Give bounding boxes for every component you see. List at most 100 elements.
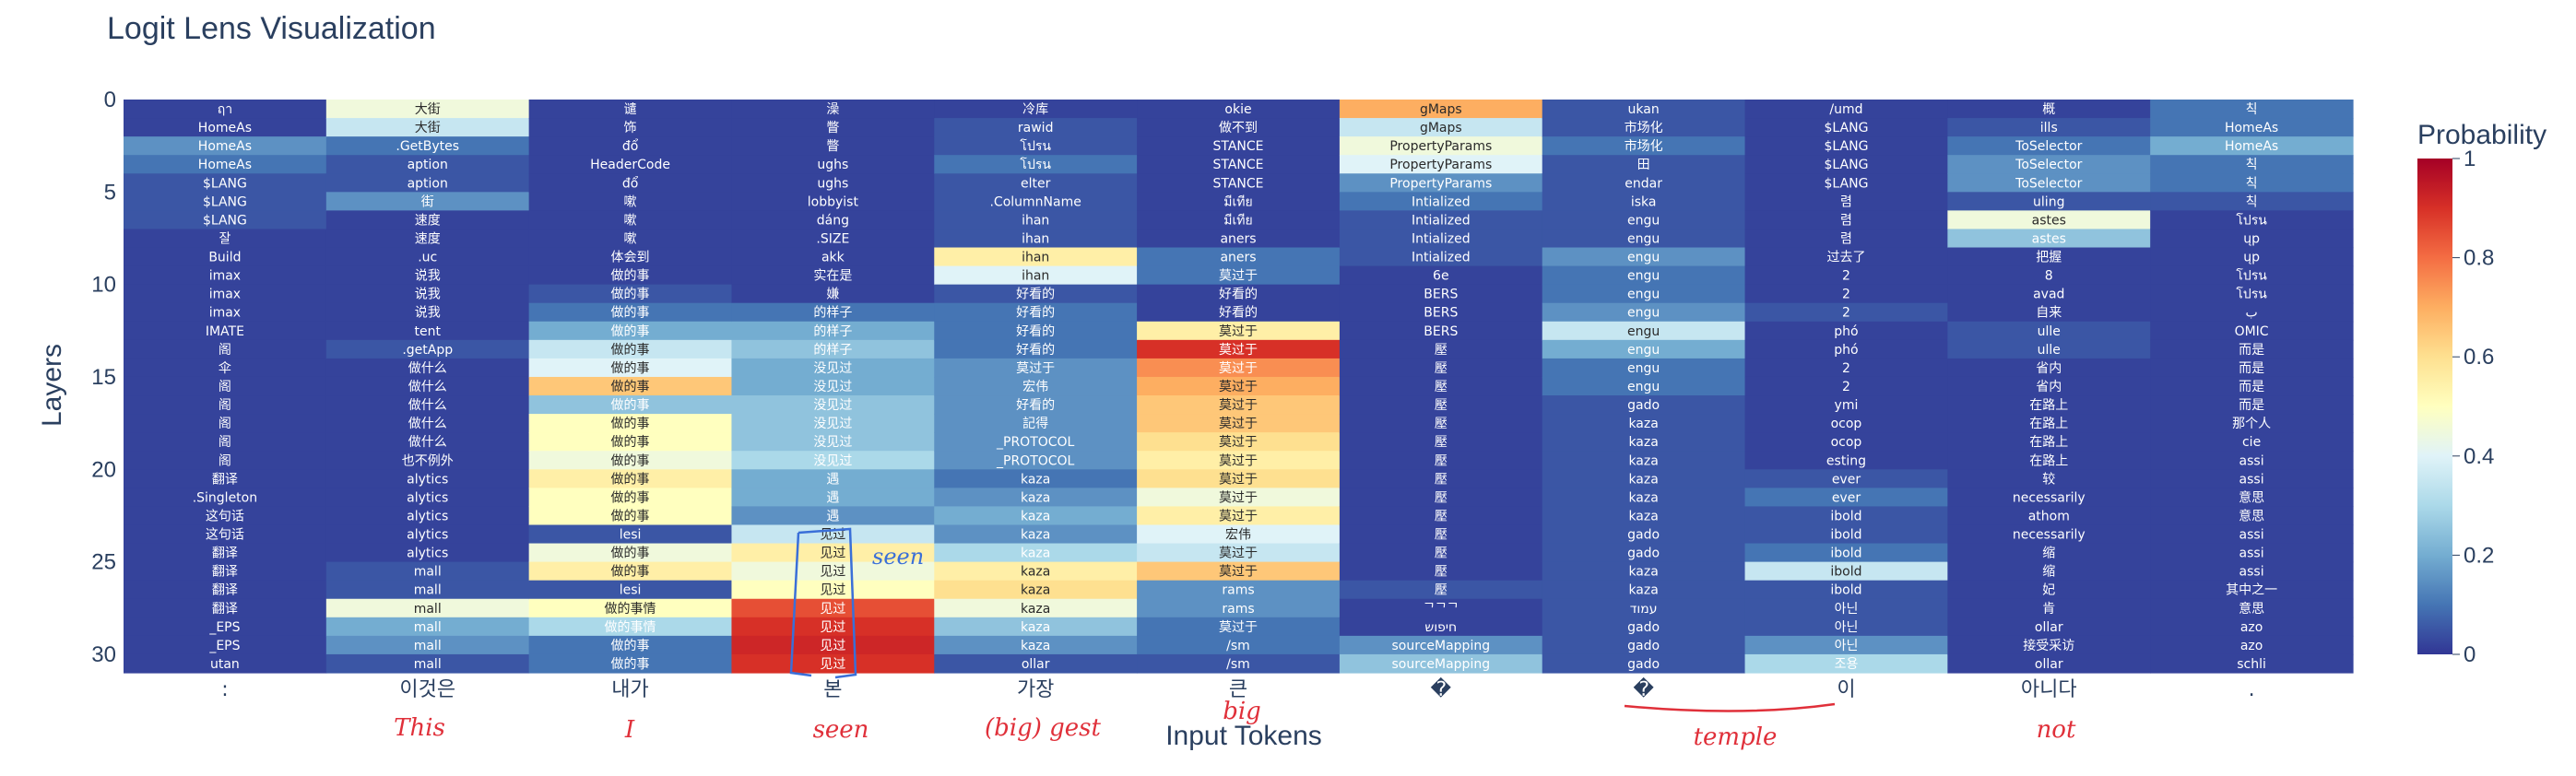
cell-token-label: 做什么 [408,435,447,450]
heatmap-cell [731,229,935,249]
seen-bracket [789,527,857,679]
heatmap-cell [1137,524,1341,545]
cell-token-label: /sm [1226,639,1250,653]
heatmap-cell [1137,210,1341,230]
heatmap-cell [124,653,327,674]
heatmap-cell [2150,284,2354,304]
colorbar-gradient [2417,159,2452,654]
heatmap-cell [2150,100,2354,119]
heatmap-cell [325,543,530,563]
cell-token-label: athom [2028,509,2070,523]
cell-token-label: .GetBytes [396,139,459,154]
heatmap-cell [528,414,733,433]
heatmap-cell [325,118,530,137]
cell-token-label: 2 [1842,269,1850,284]
cell-token-label: necessarily [2013,528,2086,543]
cell-token-label: 做的事 [611,380,650,394]
cell-token-label: ughs [817,158,848,172]
cell-token-label: OMIC [2235,324,2269,339]
heatmap-cell [731,488,935,508]
cell-token-label: 遇 [826,472,839,487]
x-tick-label: . [2249,678,2255,701]
cell-token-label: 莫过于 [1219,547,1258,561]
cell-token-label: 瞥 [826,139,839,154]
cell-token-label: 在路上 [2029,453,2068,468]
heatmap-cell [1339,395,1543,415]
x-tick-label: 가장 [1017,678,1054,701]
heatmap-cell [934,598,1138,618]
heatmap-cell [1744,136,1948,156]
heatmap-cell [2150,173,2354,193]
cell-token-label: 澡 [826,102,839,117]
cell-token-label: PropertyParams [1389,139,1492,154]
cell-token-label: 잘 [219,231,230,246]
cell-token-label: engu [1627,343,1660,358]
heatmap-cell [934,451,1138,470]
cell-token-label: 做的事 [611,453,650,468]
heatmap-cell [1744,302,1948,323]
cell-token-label: 好看的 [1219,306,1258,321]
cell-token-label: aption [408,176,448,191]
heatmap-cell [325,284,530,304]
cell-token-label: ToSelector [2015,139,2082,154]
heatmap-cell [731,561,935,582]
cell-token-label: 市场化 [1625,120,1663,135]
cell-token-label: มีเทีย [1223,194,1252,209]
heatmap-cell [1542,302,1746,323]
heatmap-cell [1947,653,2151,674]
heatmap-cell [1339,210,1543,230]
cell-token-label: .getApp [402,343,453,358]
x-tick-label: : [221,678,228,701]
heatmap-cell [528,376,733,396]
cell-token-label: kaza [1628,453,1658,468]
heatmap-cell [2150,543,2354,563]
cell-token-label: 壓 [1435,417,1448,431]
cell-token-label: 做什么 [408,417,447,431]
cell-token-label: kaza [1628,583,1658,598]
cell-token-label: ollar [1022,657,1050,672]
cell-token-label: 莫过于 [1219,380,1258,394]
heatmap-cell [934,376,1138,396]
heatmap-cell [1137,543,1341,563]
cell-token-label: aners [1220,251,1256,265]
cell-token-label: endar [1625,176,1662,191]
heatmap-cell [1339,469,1543,488]
heatmap-cell [934,302,1138,323]
heatmap-cell [528,265,733,286]
cell-token-label: Intialized [1412,231,1471,246]
heatmap-cell [1744,617,1948,637]
cell-token-label: .ColumnName [989,194,1081,209]
heatmap-cell [325,192,530,211]
cell-token-label: ills [2040,121,2058,135]
cell-token-label: BERS [1424,288,1458,302]
heatmap-cell [731,210,935,230]
cell-token-label: imax [209,288,241,302]
cell-token-label: engu [1627,231,1660,246]
heatmap-cell [934,229,1138,249]
cell-token-label: lobbyist [808,194,859,209]
cell-token-label: kaza [1628,435,1658,450]
cell-token-label: 壓 [1435,472,1448,487]
heatmap-cell [325,321,530,341]
cell-token-label: assi [2239,453,2264,468]
cell-token-label: 莫过于 [1219,269,1258,284]
cell-token-label: kaza [1021,639,1050,653]
colorbar-tick-label: 0.4 [2464,444,2494,469]
heatmap-cell [528,543,733,563]
cell-token-label: 做的事 [611,472,650,487]
heatmap-cell [528,617,733,637]
heatmap-cell [528,358,733,378]
cell-token-label: 칙 [2246,102,2258,117]
heatmap-cell [731,543,935,563]
heatmap-cell [1339,339,1543,359]
cell-token-label: 莫过于 [1219,324,1258,339]
cell-token-label: ฤา [218,102,232,117]
heatmap-cell [325,265,530,286]
heatmap-cell [1744,469,1948,488]
cell-token-label: _EPS [208,620,240,635]
cell-token-label: 较 [2042,472,2055,487]
heatmap-cell [1542,192,1746,211]
heatmap-cell [934,192,1138,211]
